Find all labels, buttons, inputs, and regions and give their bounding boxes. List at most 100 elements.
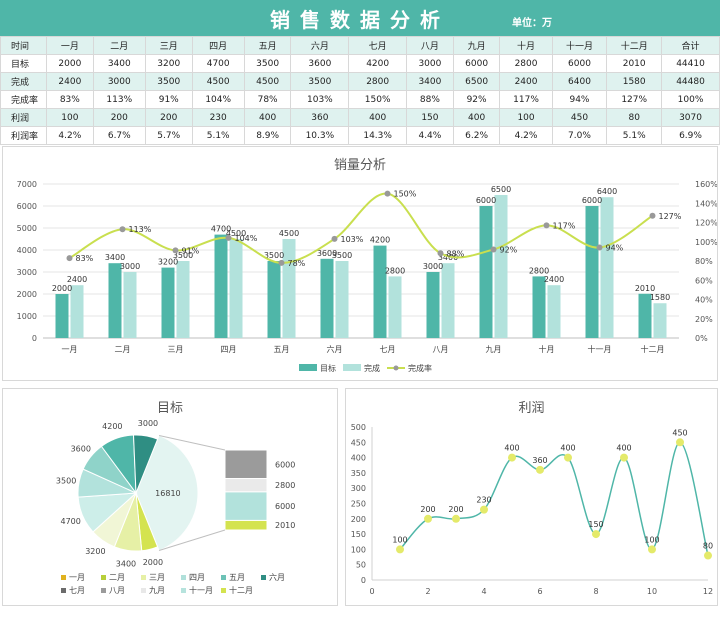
x-tick-label: 0 <box>369 587 374 596</box>
y2-tick-label: 100% <box>695 238 717 247</box>
table-cell: 360 <box>290 108 350 127</box>
profit-chart: 0 50 100 150 200 250 300 350 400 450 500 0 2 4 6 8 10 12 1… <box>351 423 713 596</box>
summary-table: 时间 一月 二月 三月 四月 五月 六月 七月 八月 九月 十月 十一月 十二月 合计 目标 2000 3400… <box>0 36 720 145</box>
bar-target-label: 4700 <box>211 225 231 234</box>
table-cell: 十一月 <box>551 36 608 55</box>
profit-point <box>536 465 544 474</box>
pie-slice-label: 4200 <box>102 422 122 431</box>
bar-target <box>108 263 122 338</box>
legend-label-target: 目标 <box>320 363 336 373</box>
bar-actual-label: 3500 <box>173 251 193 260</box>
table-cell: 3500 <box>243 54 292 73</box>
bar-actual-label: 3500 <box>332 251 352 260</box>
profit-point <box>480 505 488 514</box>
bar-target-label: 3500 <box>264 251 284 260</box>
table-cell: 100% <box>661 90 720 109</box>
completion-rate-point <box>225 234 232 241</box>
table-cell: 三月 <box>144 36 193 55</box>
table-cell: 150 <box>406 108 454 127</box>
y-tick-label: 400 <box>351 454 366 463</box>
profit-point-label: 450 <box>672 428 687 437</box>
legend-swatch-actual <box>343 364 361 371</box>
secondary-bar-label: 2010 <box>275 521 295 530</box>
table-cell: 十二月 <box>606 36 663 55</box>
row-label: 完成 <box>0 72 47 91</box>
secondary-bar-label: 6000 <box>275 502 295 511</box>
x-tick-label: 四月 <box>221 345 237 354</box>
table-cell: 2400 <box>46 72 94 91</box>
target-pie-title: 目标 <box>156 401 183 416</box>
table-cell: 4.2% <box>46 126 94 145</box>
pie-slice-other <box>135 434 199 552</box>
table-cell: 3070 <box>661 108 720 127</box>
y-tick-label: 3000 <box>17 268 37 277</box>
profit-point <box>648 545 656 554</box>
secondary-bar-segment <box>224 491 268 521</box>
y2-tick-label: 40% <box>695 296 713 305</box>
table-cell: 10.3% <box>290 126 350 145</box>
y-tick-label: 450 <box>351 438 366 447</box>
pie-slice-label: 3400 <box>116 559 136 568</box>
bar-target <box>585 206 599 338</box>
secondary-bar-segment <box>224 519 268 531</box>
secondary-bar-segment <box>224 478 268 493</box>
y2-tick-label: 160% <box>695 180 717 189</box>
profit-line <box>399 441 709 556</box>
secondary-bar-label: 2800 <box>275 481 295 490</box>
table-cell: 5.1% <box>191 126 245 145</box>
bar-actual-label: 3000 <box>120 262 140 271</box>
legend-label: 十一月 <box>189 585 213 595</box>
completion-rate-label: 83% <box>76 254 94 263</box>
pie-slice-label: 3000 <box>138 419 158 428</box>
y2-tick-label: 120% <box>695 219 717 228</box>
legend-swatch <box>61 575 66 580</box>
bar-actual <box>70 285 84 338</box>
table-header-row: 时间 一月 二月 三月 四月 五月 六月 七月 八月 九月 十月 十一月 十二月 合计 <box>0 36 720 55</box>
y-tick-label: 50 <box>356 561 366 570</box>
table-cell: 八月 <box>406 36 454 55</box>
table-cell: 6000 <box>551 54 608 73</box>
y-tick-label: 150 <box>351 530 366 539</box>
table-cell: 200 <box>144 108 193 127</box>
bar-actual <box>494 195 508 338</box>
completion-rate-point <box>66 255 73 262</box>
pie-slice-label: 3200 <box>85 547 105 556</box>
profit-point-label: 150 <box>588 520 603 529</box>
pie-slice-label: 16810 <box>155 489 180 498</box>
bar-actual <box>547 285 561 338</box>
table-cell: 44410 <box>661 54 720 73</box>
table-cell: 3500 <box>290 72 350 91</box>
table-cell: 400 <box>348 108 408 127</box>
table-row: 完成率 83% 113% 91% 104% 78% 103% 150% 88% 92% 117% 94… <box>0 90 720 109</box>
bar-actual-label: 3400 <box>438 253 458 262</box>
bar-actual-label: 2400 <box>544 275 564 284</box>
bar-target <box>532 276 546 338</box>
profit-point <box>704 551 712 560</box>
header-bar: 销售数据分析 单位：万 <box>0 0 720 36</box>
page-title: 销售数据分析 <box>270 8 450 32</box>
table-cell: 14.3% <box>348 126 408 145</box>
profit-point <box>592 530 600 539</box>
pie-slice-label: 4700 <box>61 517 81 526</box>
table-cell: 91% <box>144 90 193 109</box>
table-cell: 五月 <box>243 36 292 55</box>
table-cell: 150% <box>348 90 408 109</box>
bar-target-label: 2010 <box>635 284 655 293</box>
bar-target <box>638 293 652 338</box>
bar-actual-label: 4500 <box>279 229 299 238</box>
completion-rate-label: 94% <box>606 244 624 253</box>
connector-line <box>158 434 226 451</box>
y2-tick-label: 80% <box>695 257 713 266</box>
profit-point-label: 200 <box>448 505 463 514</box>
x-tick-label: 五月 <box>274 345 290 354</box>
completion-rate-point <box>172 247 179 254</box>
legend-label: 八月 <box>109 586 125 595</box>
profit-point-label: 200 <box>420 505 435 514</box>
bar-actual <box>653 303 667 338</box>
table-cell: 4.4% <box>406 126 454 145</box>
y2-tick-label: 60% <box>695 276 713 285</box>
completion-rate-point <box>437 250 444 257</box>
y-tick-label: 100 <box>351 545 366 554</box>
legend-label: 九月 <box>149 586 165 595</box>
bar-target <box>479 206 493 338</box>
